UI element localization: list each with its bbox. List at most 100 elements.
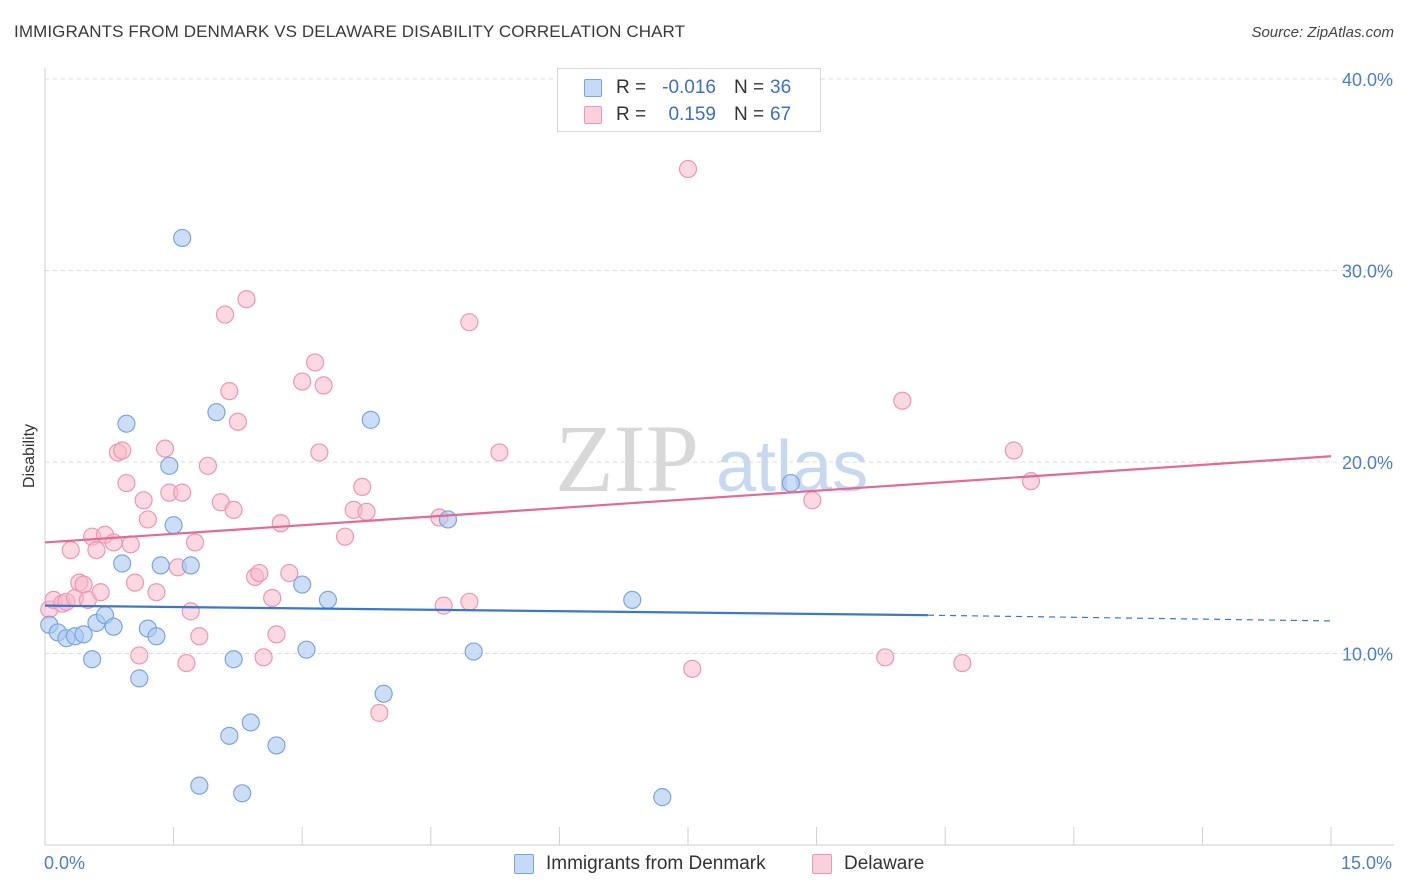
delaware-point: [121, 535, 140, 554]
delaware-point: [310, 443, 329, 462]
legend-n-value: 67: [770, 104, 792, 125]
delaware-point: [434, 596, 453, 615]
watermark: ZIP atlas: [555, 405, 868, 512]
denmark-point: [207, 403, 226, 422]
denmark-point: [83, 650, 102, 669]
delaware-point: [190, 627, 209, 646]
delaware-point: [237, 290, 256, 309]
delaware-point: [683, 659, 702, 678]
delaware-point: [130, 646, 149, 665]
stats-legend: R = -0.016 N = 36 R = 0.159 N = 67: [557, 68, 821, 132]
delaware-point: [314, 376, 333, 395]
legend-swatch-pink: [584, 106, 602, 124]
trend-lines: [44, 455, 1332, 622]
legend-row-delaware: R = 0.159 N = 67: [558, 101, 820, 127]
legend-n-label: N =: [734, 104, 765, 125]
y-tick-label: 10.0%: [1342, 645, 1393, 665]
delaware-point: [370, 703, 389, 722]
delaware-point: [357, 502, 376, 521]
legend-label-denmark: Immigrants from Denmark: [546, 853, 766, 874]
legend-r-label: R =: [616, 77, 647, 98]
delaware-point: [490, 443, 509, 462]
y-axis-label: Disability: [21, 424, 38, 488]
source-label: Source: ZipAtlas.com: [1251, 24, 1394, 41]
delaware-point: [134, 491, 153, 510]
delaware-point: [228, 412, 247, 431]
delaware-point: [113, 441, 132, 460]
delaware-point: [460, 592, 479, 611]
denmark-point: [181, 556, 200, 575]
denmark-point: [190, 776, 209, 795]
denmark-point: [293, 575, 312, 594]
legend-row-denmark: R = -0.016 N = 36: [558, 74, 820, 100]
delaware-point: [177, 653, 196, 673]
delaware-point: [876, 648, 895, 667]
watermark-zip: ZIP: [555, 405, 699, 512]
delaware-point: [893, 391, 912, 410]
denmark-point: [113, 554, 132, 573]
delaware-point: [147, 583, 166, 602]
denmark-point: [438, 510, 458, 529]
delaware-point: [678, 159, 698, 179]
legend-n-label: N =: [734, 77, 765, 98]
delaware-point: [254, 648, 273, 667]
y-tick-labels: 10.0% 20.0% 30.0% 40.0%: [1342, 70, 1393, 665]
denmark-point: [361, 410, 380, 429]
delaware-point: [335, 527, 355, 546]
delaware-point: [138, 510, 157, 529]
delaware-point: [87, 540, 106, 560]
denmark-trend-extension: [928, 614, 1332, 622]
delaware-point: [224, 500, 243, 519]
denmark-point: [220, 726, 239, 745]
denmark-point: [151, 556, 170, 575]
denmark-point: [464, 642, 483, 661]
delaware-point: [181, 602, 200, 621]
y-tick-label: 30.0%: [1342, 262, 1393, 282]
denmark-point: [173, 228, 192, 248]
delaware-point: [1004, 441, 1023, 460]
denmark-point: [623, 590, 642, 609]
delaware-point: [61, 540, 80, 560]
legend-swatch-blue: [514, 854, 534, 874]
denmark-point: [241, 713, 260, 732]
denmark-point: [74, 625, 93, 644]
denmark-point: [653, 788, 672, 807]
delaware-point: [91, 583, 110, 602]
legend-r-value: 0.159: [668, 104, 716, 125]
delaware-point: [267, 625, 286, 644]
delaware-point: [803, 491, 822, 510]
denmark-trend-line: [44, 604, 929, 617]
delaware-point: [460, 313, 479, 332]
delaware-point: [250, 563, 269, 583]
delaware-point: [215, 305, 235, 324]
denmark-point: [117, 414, 136, 433]
delaware-point: [220, 382, 239, 401]
denmark-point: [267, 736, 286, 755]
delaware-point: [185, 533, 205, 552]
legend-r-label: R =: [616, 104, 647, 125]
grid-lines: [45, 78, 1394, 654]
denmark-point: [130, 669, 149, 688]
chart-title: IMMIGRANTS FROM DENMARK VS DELAWARE DISA…: [14, 22, 686, 41]
delaware-point: [271, 514, 290, 533]
delaware-points: [40, 159, 1041, 722]
delaware-point: [125, 573, 145, 592]
delaware-point: [263, 588, 282, 608]
denmark-point: [160, 456, 179, 475]
delaware-point: [953, 653, 972, 673]
legend-swatch-pink: [812, 854, 832, 874]
delaware-point: [155, 439, 175, 458]
denmark-point: [781, 473, 800, 493]
delaware-trend-line: [44, 455, 1332, 544]
delaware-point: [353, 477, 372, 496]
delaware-point: [198, 456, 217, 475]
delaware-point: [173, 483, 192, 502]
delaware-point: [293, 372, 312, 391]
x-axis-ticks: [44, 827, 1332, 845]
denmark-point: [233, 784, 252, 803]
x-tick-label-min: 0.0%: [44, 853, 85, 873]
legend-label-delaware: Delaware: [844, 853, 925, 874]
denmark-point: [297, 640, 316, 659]
delaware-point: [305, 353, 325, 372]
